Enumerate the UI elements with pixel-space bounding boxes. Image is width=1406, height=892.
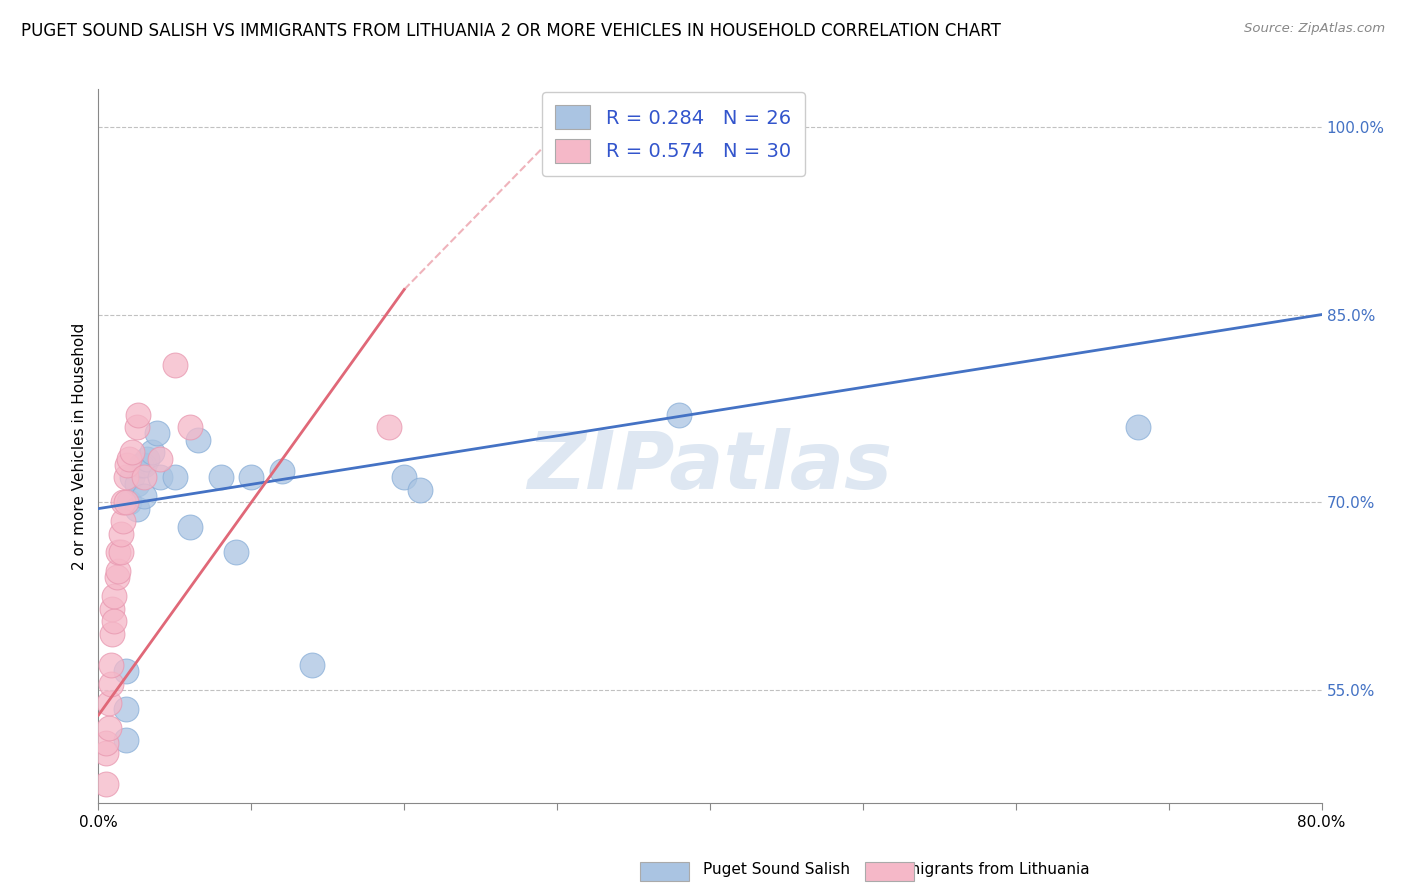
Point [149, 470, 172, 484]
Point [163, 470, 186, 484]
Point [1128, 420, 1150, 434]
Point [187, 433, 209, 447]
Point [129, 458, 152, 472]
Point [163, 358, 186, 372]
Point [301, 658, 323, 673]
Point [270, 464, 292, 478]
Point [125, 501, 148, 516]
Point [136, 451, 159, 466]
Point [118, 495, 141, 509]
Point [134, 470, 156, 484]
Point [408, 483, 430, 497]
Point [94, 736, 117, 750]
Point [107, 545, 129, 559]
Point [111, 495, 134, 509]
Point [121, 470, 143, 484]
Point [125, 420, 148, 434]
Point [110, 526, 132, 541]
Point [118, 451, 141, 466]
Point [117, 458, 139, 472]
Point [225, 545, 247, 559]
Point [179, 520, 201, 534]
Point [141, 445, 163, 459]
Point [115, 702, 138, 716]
Point [378, 420, 401, 434]
Point [179, 420, 201, 434]
Point [240, 470, 263, 484]
Point [98, 721, 121, 735]
Point [115, 733, 138, 747]
Point [392, 470, 416, 484]
Point [145, 426, 167, 441]
Point [110, 545, 132, 559]
Text: Source: ZipAtlas.com: Source: ZipAtlas.com [1244, 22, 1385, 36]
Point [103, 589, 125, 603]
Point [100, 677, 122, 691]
Point [111, 514, 134, 528]
Point [115, 470, 138, 484]
Legend: R = 0.284   N = 26, R = 0.574   N = 30: R = 0.284 N = 26, R = 0.574 N = 30 [541, 92, 804, 177]
Point [101, 627, 124, 641]
Point [668, 408, 690, 422]
Point [149, 451, 172, 466]
Point [115, 495, 138, 509]
Point [209, 470, 232, 484]
Y-axis label: 2 or more Vehicles in Household: 2 or more Vehicles in Household [72, 322, 87, 570]
Text: PUGET SOUND SALISH VS IMMIGRANTS FROM LITHUANIA 2 OR MORE VEHICLES IN HOUSEHOLD : PUGET SOUND SALISH VS IMMIGRANTS FROM LI… [21, 22, 1001, 40]
Point [98, 696, 121, 710]
Point [103, 614, 125, 628]
Text: Puget Sound Salish: Puget Sound Salish [703, 863, 851, 877]
Point [101, 601, 124, 615]
Point [100, 658, 122, 673]
Point [107, 564, 129, 578]
Text: Immigrants from Lithuania: Immigrants from Lithuania [886, 863, 1090, 877]
Point [105, 570, 128, 584]
Point [127, 408, 149, 422]
Point [115, 665, 138, 679]
Text: ZIPatlas: ZIPatlas [527, 428, 893, 507]
Point [125, 476, 148, 491]
Point [121, 445, 143, 459]
Point [134, 489, 156, 503]
Point [94, 746, 117, 760]
Point [134, 458, 156, 472]
Point [94, 777, 117, 791]
